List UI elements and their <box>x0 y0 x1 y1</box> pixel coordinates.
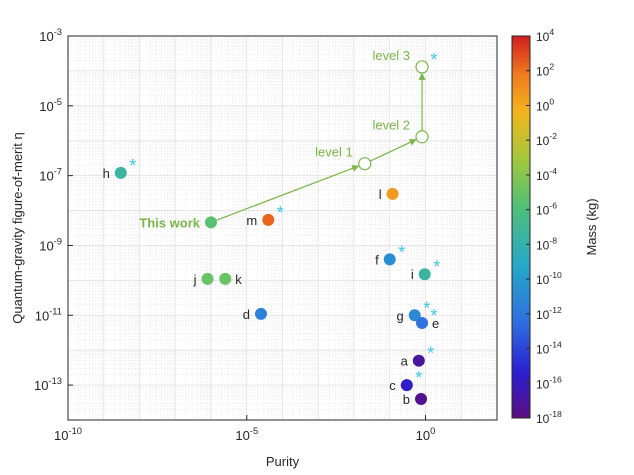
x-axis-label: Purity <box>266 454 300 469</box>
colorbar-tick-label: 10-8 <box>536 235 557 252</box>
data-point-label: j <box>193 272 197 287</box>
roadmap-arrow-line <box>369 138 417 162</box>
colorbar-gradient <box>511 35 531 419</box>
y-tick-label: 10-7 <box>39 167 62 184</box>
roadmap-arrow-line <box>216 165 360 221</box>
data-point-label: f <box>375 252 379 267</box>
x-tick-label: 10-10 <box>54 426 82 443</box>
y-tick-label: 10-13 <box>34 376 62 393</box>
data-point-marker <box>262 213 275 226</box>
colorbar: 104 102 100 10-2 10-4 10-6 10-8 10-10 10-12 10-14… <box>511 27 562 426</box>
data-point-this-work: This work <box>139 215 217 230</box>
colorbar-tick-label: 10-16 <box>536 374 562 391</box>
data-point-marker <box>383 253 396 266</box>
data-point-b: b <box>403 392 428 407</box>
roadmap-arrowhead <box>418 72 426 80</box>
data-point-j: j <box>193 272 214 287</box>
axes: 10-10 10-5 100 10-13 10-11 10-9 10-7 10-5 10-3 <box>34 27 435 443</box>
data-point-marker <box>386 187 399 200</box>
star-marker: * <box>277 203 284 223</box>
colorbar-tick-label: 100 <box>536 96 554 113</box>
data-point-label: g <box>397 308 404 323</box>
roadmap-level-marker <box>358 157 372 171</box>
roadmap-level-marker <box>415 60 429 74</box>
colorbar-tick-label: 10-10 <box>536 270 562 287</box>
star-marker: * <box>423 298 430 318</box>
data-point-e: e* <box>416 306 439 331</box>
data-point-l: l <box>379 187 399 202</box>
roadmap-level-label: level 2 <box>372 118 410 133</box>
star-marker: * <box>415 368 422 388</box>
data-point-marker <box>201 272 214 285</box>
colorbar-tick-label: 10-18 <box>536 409 562 426</box>
roadmap-star-marker: * <box>431 50 438 70</box>
plot-area-frame <box>67 35 498 421</box>
y-axis-label: Quantum-gravity figure-of-merit η <box>10 132 25 323</box>
data-point-marker <box>418 268 431 281</box>
data-point-label: k <box>235 272 242 287</box>
data-point-marker <box>412 354 425 367</box>
star-marker: * <box>398 242 405 262</box>
data-point-m: m * <box>246 203 283 228</box>
star-marker: * <box>431 306 438 326</box>
data-point-marker <box>408 309 421 322</box>
colorbar-tick-label: 102 <box>536 62 554 79</box>
data-point-h: h * <box>103 156 137 181</box>
x-tick-label: 10-5 <box>235 426 258 443</box>
data-point-label: h <box>103 166 110 181</box>
x-tick-label: 100 <box>416 426 436 443</box>
data-point-c: c * <box>389 368 422 393</box>
data-point-g: g * <box>397 298 431 323</box>
data-point-i: i * <box>411 257 440 282</box>
roadmap-level-marker <box>415 130 429 144</box>
colorbar-tick-label: 10-12 <box>536 305 562 322</box>
data-point-marker <box>416 317 429 330</box>
data-point-marker <box>114 166 127 179</box>
colorbar-tick-label: 10-4 <box>536 166 557 183</box>
data-point-d: d <box>243 307 267 322</box>
roadmap-arrowhead <box>408 139 417 146</box>
data-points: h *This work m *lf *i *j kd g *e*a *c *b <box>103 156 441 407</box>
data-point-label: c <box>389 378 396 393</box>
star-marker: * <box>129 156 136 176</box>
star-marker: * <box>427 344 434 364</box>
grid <box>67 36 497 421</box>
data-point-label: i <box>411 267 414 282</box>
roadmap: level 1 level 2 level 3 * <box>216 48 438 221</box>
data-point-marker <box>415 392 428 405</box>
data-point-marker <box>205 216 217 229</box>
data-point-a: a * <box>401 344 435 369</box>
data-point-label: d <box>243 307 250 322</box>
roadmap-arrowhead <box>351 165 360 172</box>
colorbar-label: Mass (kg) <box>584 198 599 255</box>
y-tick-label: 10-9 <box>39 236 62 253</box>
colorbar-tick-label: 10-6 <box>536 201 557 218</box>
data-point-label: b <box>403 392 410 407</box>
data-point-label: a <box>401 354 409 369</box>
colorbar-tick-label: 10-2 <box>536 131 557 148</box>
data-point-k: k <box>219 272 242 287</box>
data-point-label: l <box>379 187 382 202</box>
data-point-label: This work <box>139 215 200 230</box>
roadmap-level-label: level 3 <box>372 48 410 63</box>
data-point-f: f * <box>375 242 405 267</box>
y-tick-label: 10-11 <box>35 306 62 323</box>
data-point-marker <box>400 379 413 392</box>
star-marker: * <box>433 257 440 277</box>
y-tick-label: 10-5 <box>39 97 62 114</box>
data-point-label: e <box>432 316 439 331</box>
colorbar-tick-label: 10-14 <box>536 340 562 357</box>
colorbar-tick-label: 104 <box>536 27 554 44</box>
data-point-marker <box>254 307 267 320</box>
data-point-label: m <box>246 213 257 228</box>
data-point-marker <box>219 272 232 285</box>
roadmap-level-label: level 1 <box>315 145 353 160</box>
y-tick-label: 10-3 <box>39 27 62 44</box>
